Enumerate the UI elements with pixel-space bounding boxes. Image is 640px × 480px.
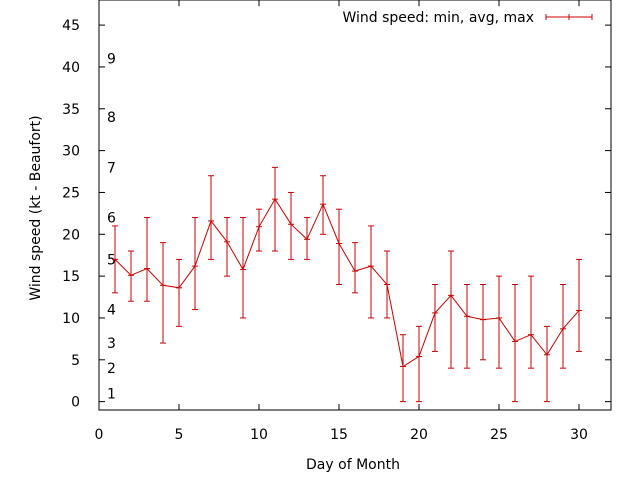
- y-tick-label: 25: [62, 185, 80, 201]
- x-tick-label: 15: [330, 427, 348, 443]
- x-axis-title: Day of Month: [306, 457, 400, 473]
- plot-area: 1 2 3 4 5 6 7 8 9: [107, 52, 582, 402]
- beaufort-label: 5: [107, 252, 116, 268]
- y-tick-label: 5: [71, 353, 80, 369]
- x-tick-label: 30: [570, 427, 588, 443]
- beaufort-label: 1: [107, 386, 116, 402]
- legend: Wind speed: min, avg, max: [342, 10, 593, 26]
- x-tick-label: 20: [410, 427, 428, 443]
- y-tick-label: 45: [62, 18, 80, 34]
- beaufort-label: 3: [107, 336, 116, 352]
- x-tick-label: 5: [175, 427, 184, 443]
- y-tick-label: 30: [62, 144, 80, 160]
- y-axis-title: Wind speed (kt - Beaufort): [28, 115, 44, 300]
- x-tick-label: 0: [95, 427, 104, 443]
- y-tick-label: 10: [62, 311, 80, 327]
- y-tick-label: 0: [71, 395, 80, 411]
- legend-line-sample: [545, 14, 593, 20]
- plot-border: [98, 0, 612, 411]
- beaufort-label: 6: [107, 211, 116, 227]
- beaufort-label: 2: [107, 361, 116, 377]
- y-tick-label: 15: [62, 269, 80, 285]
- y-tick-label: 40: [62, 60, 80, 76]
- x-tick-label: 10: [250, 427, 268, 443]
- beaufort-label: 8: [107, 110, 116, 126]
- beaufort-label: 4: [107, 303, 116, 319]
- y-tick-label: 20: [62, 227, 80, 243]
- average-line: [114, 198, 580, 368]
- beaufort-label: 9: [107, 52, 116, 68]
- legend-label: Wind speed: min, avg, max: [342, 10, 534, 26]
- x-tick-label: 25: [490, 427, 508, 443]
- beaufort-label: 7: [107, 160, 116, 176]
- y-tick-label: 35: [62, 102, 80, 118]
